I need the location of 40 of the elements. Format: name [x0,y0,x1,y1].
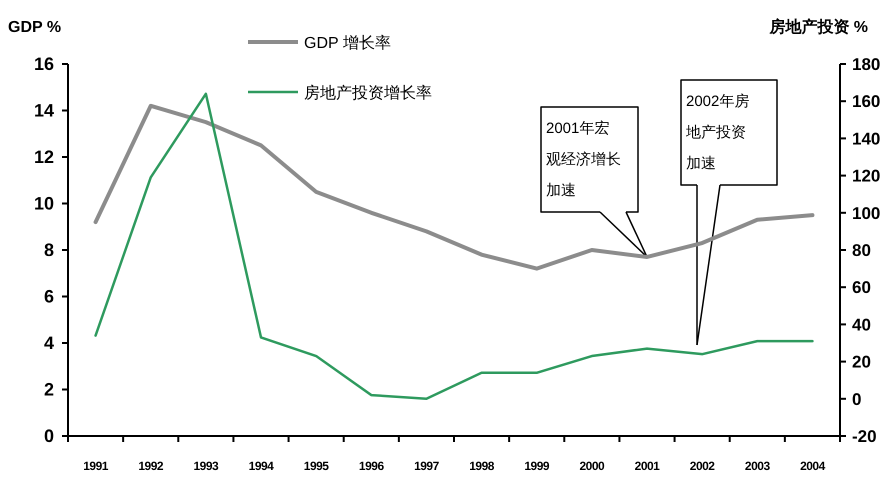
x-tick-label: 2004 [800,459,826,473]
x-tick-label: 1993 [194,459,220,473]
x-tick-label: 2001 [634,459,660,473]
legend-label: 房地产投资增长率 [304,84,432,102]
y2-tick-label: 80 [852,241,871,260]
annotation: 2001年宏观经济增长加速 [546,120,621,199]
y2-tick-label: 40 [852,315,871,334]
y2-tick-label: 180 [852,55,880,74]
y-tick-label: 12 [34,147,54,167]
y2-tick-label: 120 [852,166,880,186]
y-tick-label: 4 [44,333,54,353]
x-tick-label: 1992 [138,459,164,473]
y2-tick-label: -20 [852,427,877,446]
x-tick-label: 1994 [248,459,274,473]
x-tick-label: 1998 [469,459,495,473]
y2-tick-label: 100 [852,204,880,223]
x-tick-label: 1999 [524,459,550,473]
x-tick-label: 1991 [83,459,109,473]
y2-tick-label: 20 [852,352,871,372]
x-tick-label: 2000 [580,459,606,473]
y2-tick-label: 160 [852,92,880,112]
y-tick-label: 14 [34,100,54,120]
y2-tick-label: 0 [852,390,862,409]
legend-label: GDP 增长率 [304,34,391,52]
y-tick-label: 0 [44,426,54,446]
x-tick-label: 2003 [744,459,770,473]
y-tick-label: 16 [34,54,54,74]
y-tick-label: 8 [44,240,54,260]
y-axis-title: GDP % [8,19,62,36]
y-tick-label: 2 [44,380,54,400]
y2-tick-label: 60 [852,278,871,298]
y-tick-label: 6 [44,286,54,306]
y-tick-label: 10 [34,194,54,214]
x-tick-label: 2002 [690,459,716,473]
y2-axis-title: 房地产投资 % [768,17,868,36]
x-tick-label: 1996 [358,459,384,473]
x-tick-label: 1995 [304,459,330,473]
annotation: 2002年房地产投资加速 [685,93,750,172]
y2-tick-label: 140 [852,129,880,148]
x-tick-label: 1997 [414,459,440,473]
